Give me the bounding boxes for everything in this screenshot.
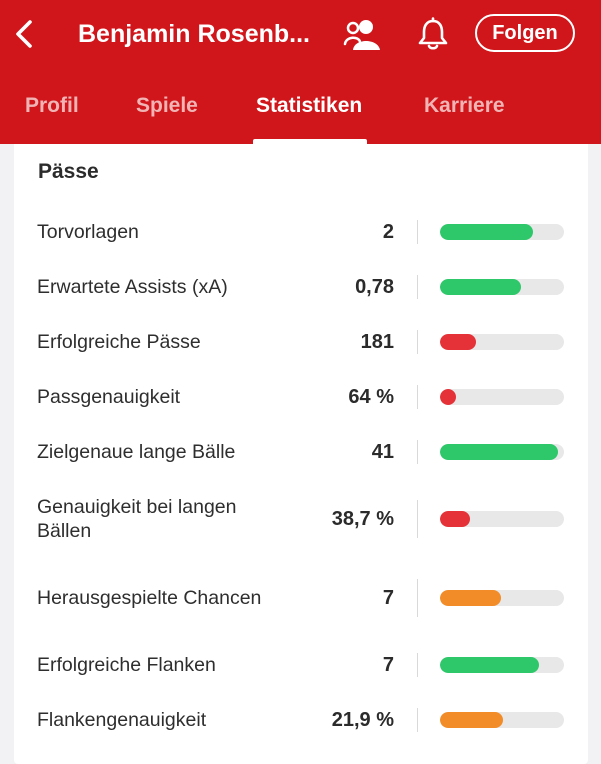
- stat-label: Passgenauigkeit: [37, 386, 181, 408]
- stat-row: Torvorlagen 2: [14, 206, 588, 258]
- stat-label: Genauigkeit bei langen Bällen: [37, 496, 237, 542]
- stat-bar-fill: [440, 712, 503, 728]
- stat-row: Genauigkeit bei langen Bällen 38,7 %: [14, 488, 588, 550]
- stat-bar-fill: [440, 224, 533, 240]
- chevron-left-icon: [16, 20, 32, 48]
- active-tab-indicator: [253, 139, 367, 144]
- bell-icon: [418, 17, 448, 50]
- stat-value: 64 %: [348, 385, 394, 408]
- stat-value: 2: [382, 220, 394, 243]
- stat-bar-track: [440, 511, 564, 527]
- stat-bar-fill: [440, 657, 539, 673]
- notifications-button[interactable]: [414, 15, 452, 53]
- stat-bar-track: [440, 224, 564, 240]
- follow-button[interactable]: Folgen: [475, 14, 575, 52]
- stat-row: Flankengenauigkeit 21,9 %: [14, 694, 588, 746]
- stat-bar-track: [440, 279, 564, 295]
- row-divider: [417, 385, 418, 409]
- row-divider: [417, 220, 418, 244]
- section-title: Pässe: [38, 160, 99, 183]
- stat-row: Erfolgreiche Pässe 181: [14, 316, 588, 368]
- stat-label: Flankengenauigkeit: [37, 709, 207, 731]
- stat-bar-fill: [440, 279, 521, 295]
- stat-value: 7: [382, 653, 394, 676]
- stat-value: 38,7 %: [331, 507, 394, 530]
- stat-bar-track: [440, 389, 564, 405]
- person-with-group-icon: [343, 20, 380, 50]
- row-divider: [417, 708, 418, 732]
- back-button[interactable]: [12, 16, 36, 52]
- stat-bar-fill: [440, 389, 456, 405]
- stat-row: Passgenauigkeit 64 %: [14, 371, 588, 423]
- stat-row: Herausgespielte Chancen 7: [14, 567, 588, 629]
- row-divider: [417, 500, 418, 538]
- stat-bar-track: [440, 444, 564, 460]
- tab-profil[interactable]: Profil: [25, 94, 79, 117]
- stat-value: 181: [360, 330, 394, 353]
- team-button[interactable]: [343, 15, 383, 53]
- app-header: Benjamin Rosenb... Folgen Profil Spiele …: [0, 0, 601, 144]
- stat-label: Herausgespielte Chancen: [37, 587, 262, 609]
- stat-row: Zielgenaue lange Bälle 41: [14, 426, 588, 478]
- stat-bar-fill: [440, 590, 501, 606]
- stat-value: 41: [371, 440, 394, 463]
- row-divider: [417, 653, 418, 677]
- stat-label: Torvorlagen: [37, 221, 139, 243]
- stat-value: 7: [382, 586, 394, 609]
- stat-value: 21,9 %: [331, 708, 394, 731]
- tab-karriere[interactable]: Karriere: [424, 94, 505, 117]
- tab-statistiken[interactable]: Statistiken: [256, 94, 363, 117]
- stat-bar-fill: [440, 444, 558, 460]
- stat-bar-fill: [440, 511, 470, 527]
- stat-value: 0,78: [355, 275, 394, 298]
- row-divider: [417, 440, 418, 464]
- stat-row: Erfolgreiche Flanken 7: [14, 639, 588, 691]
- stat-bar-track: [440, 334, 564, 350]
- stat-bar-fill: [440, 334, 476, 350]
- stat-bar-track: [440, 657, 564, 673]
- stat-label: Erfolgreiche Pässe: [37, 331, 201, 353]
- stat-label: Erwartete Assists (xA): [37, 276, 228, 298]
- row-divider: [417, 579, 418, 617]
- page-title: Benjamin Rosenb...: [78, 20, 310, 48]
- tab-bar: Profil Spiele Statistiken Karriere: [0, 80, 601, 144]
- passes-stats-card: Pässe Torvorlagen 2 Erwartete Assists (x…: [14, 144, 588, 764]
- row-divider: [417, 330, 418, 354]
- stat-row: Erwartete Assists (xA) 0,78: [14, 261, 588, 313]
- stat-bar-track: [440, 590, 564, 606]
- tab-spiele[interactable]: Spiele: [136, 94, 198, 117]
- row-divider: [417, 275, 418, 299]
- stat-bar-track: [440, 712, 564, 728]
- stat-label: Erfolgreiche Flanken: [37, 654, 216, 676]
- stat-label: Zielgenaue lange Bälle: [37, 441, 236, 463]
